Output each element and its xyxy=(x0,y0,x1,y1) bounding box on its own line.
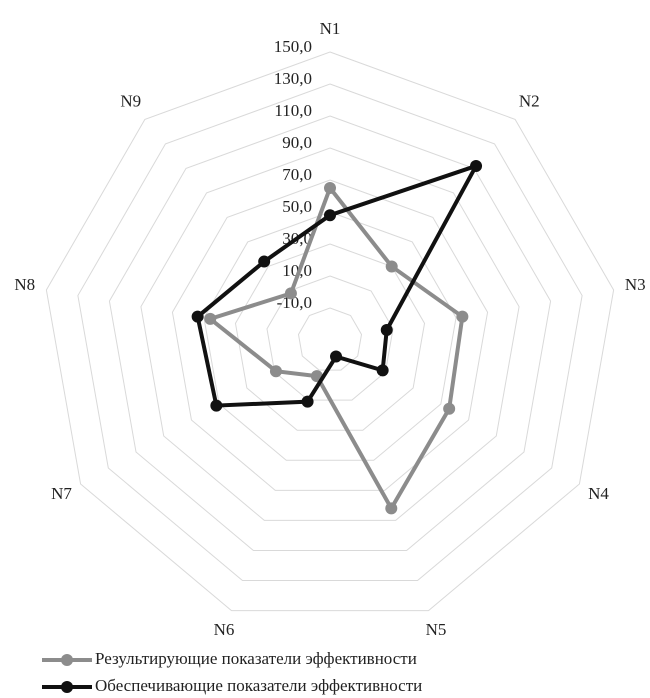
tick-label: 150,0 xyxy=(274,37,312,56)
grid-ring xyxy=(108,115,552,551)
axis-label: N4 xyxy=(588,484,609,503)
marker xyxy=(376,364,389,377)
axis-label: N3 xyxy=(625,275,646,294)
grid-ring xyxy=(203,211,457,461)
marker xyxy=(443,402,456,415)
legend-marker xyxy=(61,654,73,666)
grid-ring xyxy=(140,147,520,521)
tick-label: 130,0 xyxy=(274,69,312,88)
marker xyxy=(380,323,393,336)
grid-ring xyxy=(234,243,426,431)
marker xyxy=(385,502,398,515)
marker xyxy=(258,255,271,268)
marker xyxy=(191,310,204,323)
marker xyxy=(324,182,336,194)
axis-label: N2 xyxy=(519,91,540,110)
marker xyxy=(210,399,223,412)
grid-ring xyxy=(77,83,583,582)
marker xyxy=(204,312,217,325)
marker xyxy=(284,287,297,300)
legend-label: Обеспечивающие показатели эффективности xyxy=(95,676,422,695)
legend-marker xyxy=(61,681,73,693)
marker xyxy=(269,365,282,378)
axis-label: N8 xyxy=(14,275,35,294)
marker xyxy=(330,350,343,363)
tick-label: 10,0 xyxy=(282,261,312,280)
grid-ring xyxy=(297,307,363,371)
tick-label: 90,0 xyxy=(282,133,312,152)
legend-label: Результирующие показатели эффективности xyxy=(95,649,417,668)
marker xyxy=(385,260,398,273)
tick-label: 50,0 xyxy=(282,197,312,216)
marker xyxy=(301,395,314,408)
axis-label: N5 xyxy=(426,620,447,639)
marker xyxy=(470,159,483,172)
grid-ring xyxy=(171,179,489,491)
marker xyxy=(456,310,469,323)
tick-label: 70,0 xyxy=(282,165,312,184)
axis-label: N9 xyxy=(120,91,141,110)
series-line xyxy=(195,162,481,408)
grid-ring xyxy=(45,51,615,612)
series-line xyxy=(206,183,465,513)
axis-label: N1 xyxy=(320,19,341,38)
axis-label: N7 xyxy=(51,484,72,503)
tick-label: -10,0 xyxy=(277,293,312,312)
axis-label: N6 xyxy=(214,620,235,639)
marker xyxy=(324,209,336,222)
tick-label: 110,0 xyxy=(274,101,312,120)
